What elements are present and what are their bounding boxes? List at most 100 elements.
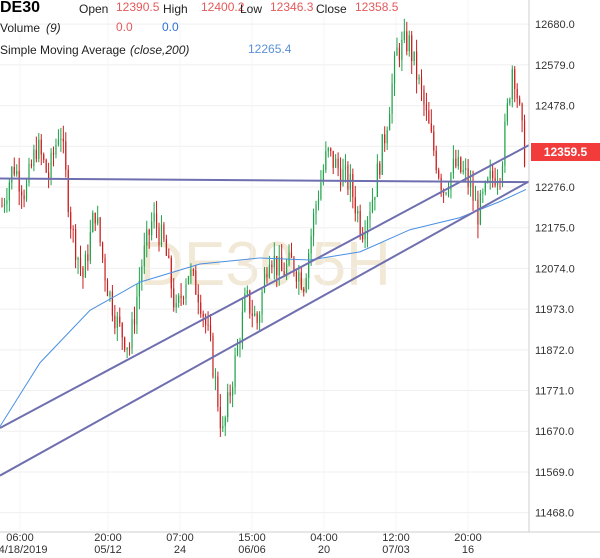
candle xyxy=(376,154,378,198)
candle-body xyxy=(67,169,69,213)
candle xyxy=(185,278,187,306)
candle-body xyxy=(492,170,494,179)
candle-body xyxy=(384,134,386,144)
candle xyxy=(163,222,165,243)
candle xyxy=(116,311,118,341)
candle-body xyxy=(94,212,96,224)
candle xyxy=(158,222,160,252)
candle xyxy=(173,278,175,312)
candle xyxy=(97,205,99,226)
candle xyxy=(462,160,464,175)
candle-body xyxy=(43,154,45,160)
candle xyxy=(229,384,231,404)
candle xyxy=(65,132,67,178)
candle xyxy=(460,156,462,174)
candle-body xyxy=(430,123,432,132)
candle-body xyxy=(50,152,52,180)
candle xyxy=(38,133,40,163)
candle-body xyxy=(261,291,263,315)
candle xyxy=(374,196,376,211)
candle-body xyxy=(504,121,506,166)
trendlines[interactable] xyxy=(0,144,530,477)
candle-body xyxy=(121,323,123,338)
candle xyxy=(92,210,94,233)
candle-body xyxy=(18,171,20,192)
candle xyxy=(312,208,315,247)
candle xyxy=(300,267,302,291)
candle xyxy=(261,288,263,323)
candle xyxy=(114,304,116,335)
candle-body xyxy=(84,254,87,278)
candle xyxy=(423,85,425,117)
x-tick-date: 20 xyxy=(318,544,330,556)
candle xyxy=(303,287,305,297)
candle xyxy=(295,268,297,289)
candle-body xyxy=(398,47,401,61)
candle-body xyxy=(433,131,435,151)
candle-body xyxy=(482,192,484,194)
candle-body xyxy=(418,77,420,80)
candle xyxy=(379,160,381,179)
candle-body xyxy=(428,110,430,124)
candle xyxy=(433,125,435,157)
candle xyxy=(30,159,33,169)
candle xyxy=(89,219,91,265)
candle xyxy=(519,95,521,106)
candle-body xyxy=(393,55,396,84)
candle-body xyxy=(6,200,8,205)
candle xyxy=(325,141,327,174)
candle xyxy=(339,157,342,192)
candle-body xyxy=(92,212,94,233)
x-tick-date: 24 xyxy=(174,544,186,556)
candle-body xyxy=(371,199,374,213)
candle xyxy=(474,185,477,201)
candle-body xyxy=(97,217,99,224)
candle xyxy=(232,381,234,408)
candle-body xyxy=(106,280,109,297)
candle xyxy=(141,259,143,291)
candle-body xyxy=(519,98,521,104)
candle xyxy=(283,262,285,277)
candle xyxy=(239,337,241,358)
candle-body xyxy=(452,158,455,174)
candle-body xyxy=(521,103,523,121)
candle-body xyxy=(114,315,116,328)
candle-body xyxy=(192,269,194,271)
candle xyxy=(175,294,177,314)
candle xyxy=(16,164,18,177)
candle xyxy=(62,125,64,154)
candle xyxy=(335,154,337,169)
candle xyxy=(413,51,415,66)
candle xyxy=(371,188,374,214)
candle-body xyxy=(335,158,337,168)
candle-body xyxy=(48,172,50,180)
candle-body xyxy=(99,217,101,243)
candle-body xyxy=(82,267,84,278)
candle-body xyxy=(89,232,91,261)
candle xyxy=(389,106,391,131)
candle-body xyxy=(227,392,229,418)
candle xyxy=(146,220,148,258)
candle xyxy=(168,248,170,259)
current-price-badge: 12359.5 xyxy=(531,143,600,161)
candle-body xyxy=(148,229,150,235)
candle-body xyxy=(219,407,221,429)
candle-body xyxy=(438,170,440,178)
candle-body xyxy=(217,376,219,408)
candle-body xyxy=(369,212,371,220)
candle xyxy=(109,290,111,302)
candle xyxy=(381,134,383,176)
candle-body xyxy=(11,167,13,183)
candle-body xyxy=(315,204,317,214)
candle xyxy=(119,307,121,327)
x-axis: 06:0004/18/201920:0005/1207:002415:0006/… xyxy=(0,531,600,556)
candle-body xyxy=(70,212,72,229)
candle xyxy=(258,311,261,331)
candle-body xyxy=(101,242,104,258)
candle xyxy=(492,163,494,188)
candle xyxy=(511,65,513,108)
candle xyxy=(28,157,30,187)
candle-body xyxy=(484,181,486,193)
candle-body xyxy=(489,170,491,179)
